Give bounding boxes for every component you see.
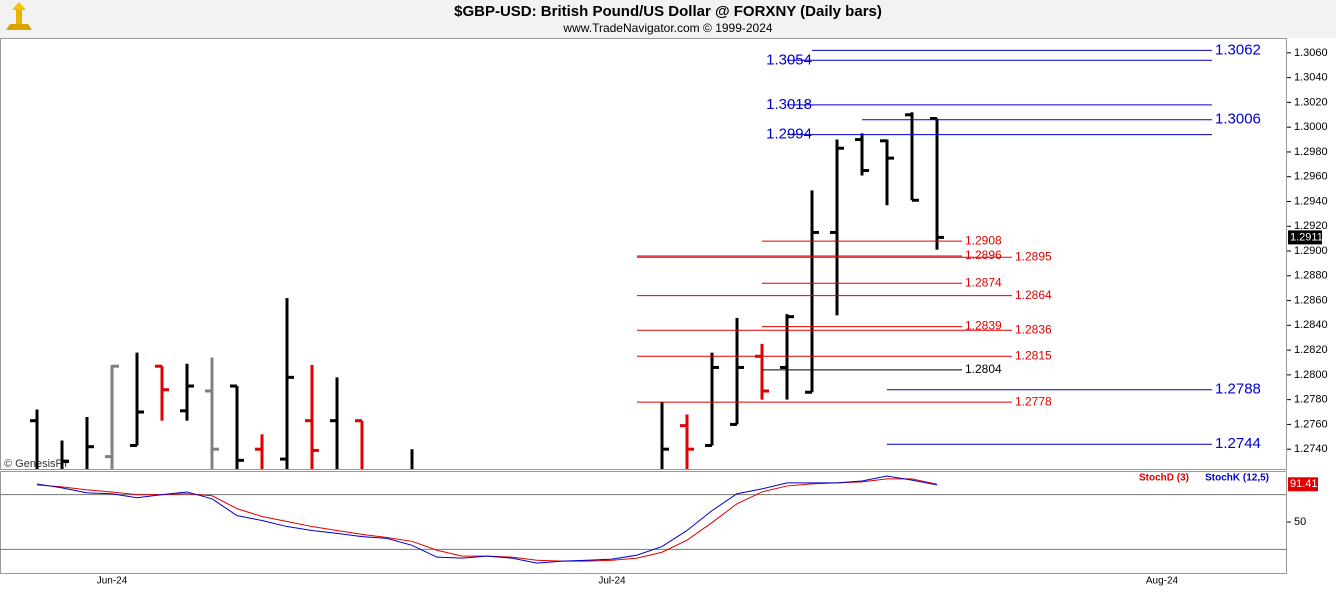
y-tick-label: 1.2940 [1294,195,1328,207]
logo [6,2,32,30]
y-tick-label: 1.2880 [1294,270,1328,282]
level-label: 1.2836 [1015,322,1052,336]
y-tick-label: 1.2980 [1294,146,1328,158]
y-tick-label: 50 [1294,516,1306,528]
stoch-line [36,475,938,564]
level-label: 1.2744 [1215,435,1261,452]
level-label: 1.2804 [965,362,1002,376]
x-tick-label: Jun-24 [97,576,128,587]
level-label: 1.2908 [965,233,1002,247]
y-tick-label: 1.2740 [1294,443,1328,455]
last-price-label: 1.2911 [1290,231,1323,243]
level-label: 1.2896 [965,248,1002,262]
level-label: 1.2864 [1015,288,1052,302]
level-label: 1.2815 [1015,348,1052,362]
stoch-marks [0,475,1287,564]
y-tick-label: 1.2760 [1294,418,1328,430]
y-tick-label: 1.2800 [1294,369,1328,381]
legend-entry: StochK (12,5) [1205,473,1269,484]
legend-entry: StochD (3) [1139,473,1189,484]
level-label: 1.2778 [1015,394,1052,408]
y-tick-label: 1.2900 [1294,245,1328,257]
level-label: 1.3018 [766,96,812,113]
y-tick-label: 1.2780 [1294,394,1328,406]
y-tick-label: 1.3060 [1294,47,1328,59]
level-label: 1.2788 [1215,381,1261,398]
level-label: 1.3006 [1215,111,1261,128]
level-label: 1.2874 [965,275,1002,289]
level-label: 1.2994 [766,126,812,143]
header-bg [0,0,1336,38]
level-label: 1.2839 [965,319,1002,333]
last-price-box [1288,230,1322,245]
y-tick-label: 1.2820 [1294,344,1328,356]
last-stoch-box [1288,477,1318,492]
stoch-panel [0,471,1287,574]
chart-title: $GBP-USD: British Pound/US Dollar @ FORX… [454,3,882,20]
last-stoch-label: 91.41 [1290,478,1318,490]
x-tick-label: Aug-24 [1146,576,1179,587]
y-tick-label: 1.2860 [1294,294,1328,306]
y-tick-label: 1.3000 [1294,121,1328,133]
y-tick-label: 1.3020 [1294,96,1328,108]
level-label: 1.3062 [1215,41,1261,58]
x-tick-label: Jul-24 [598,576,626,587]
level-label: 1.3054 [766,51,812,68]
y-tick-label: 1.2960 [1294,171,1328,183]
y-tick-label: 1.3040 [1294,72,1328,84]
chart-subtitle: www.TradeNavigator.com © 1999-2024 [562,21,772,35]
y-tick-label: 1.2840 [1294,319,1328,331]
level-label: 1.2895 [1015,249,1052,263]
price-panel [0,38,1287,470]
price-marks [30,112,944,469]
y-tick-label: 1.2920 [1294,220,1328,232]
